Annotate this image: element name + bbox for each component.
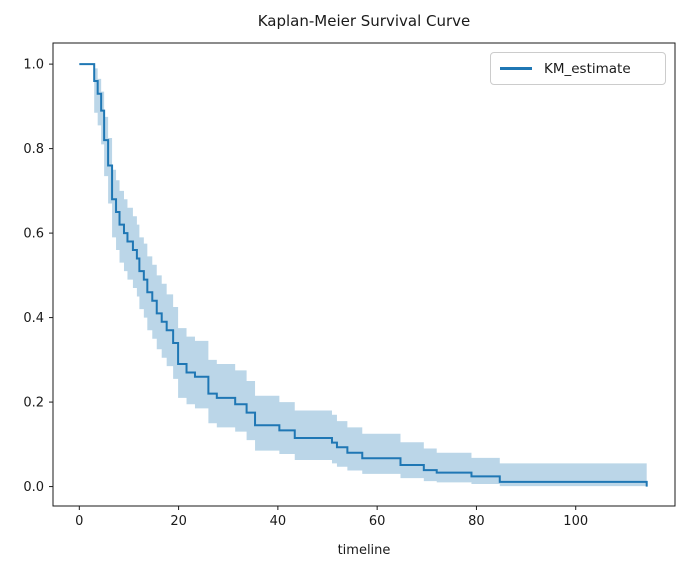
x-tick-label: 20 (170, 514, 187, 529)
y-tick-label: 0.4 (23, 311, 44, 326)
km-estimate-line (79, 63, 648, 487)
y-tick-label: 0.8 (23, 142, 44, 157)
x-axis-label: timeline (337, 543, 391, 558)
confidence-band (79, 64, 647, 487)
chart-title: Kaplan-Meier Survival Curve (257, 12, 471, 30)
x-tick-label: 80 (468, 514, 485, 529)
x-tick-label: 40 (270, 514, 287, 529)
legend-line-sample (500, 67, 532, 70)
y-tick-label: 0.0 (23, 480, 44, 495)
legend-box: KM_estimate (490, 52, 666, 85)
y-tick-label: 0.2 (23, 396, 44, 411)
y-tick-label: 0.6 (23, 227, 44, 242)
x-tick-label: 100 (563, 514, 588, 529)
y-tick-label: 1.0 (23, 58, 44, 73)
plot-border (52, 42, 676, 507)
x-tick-label: 60 (369, 514, 386, 529)
legend-label: KM_estimate (544, 60, 631, 77)
x-tick-label: 0 (75, 514, 83, 529)
